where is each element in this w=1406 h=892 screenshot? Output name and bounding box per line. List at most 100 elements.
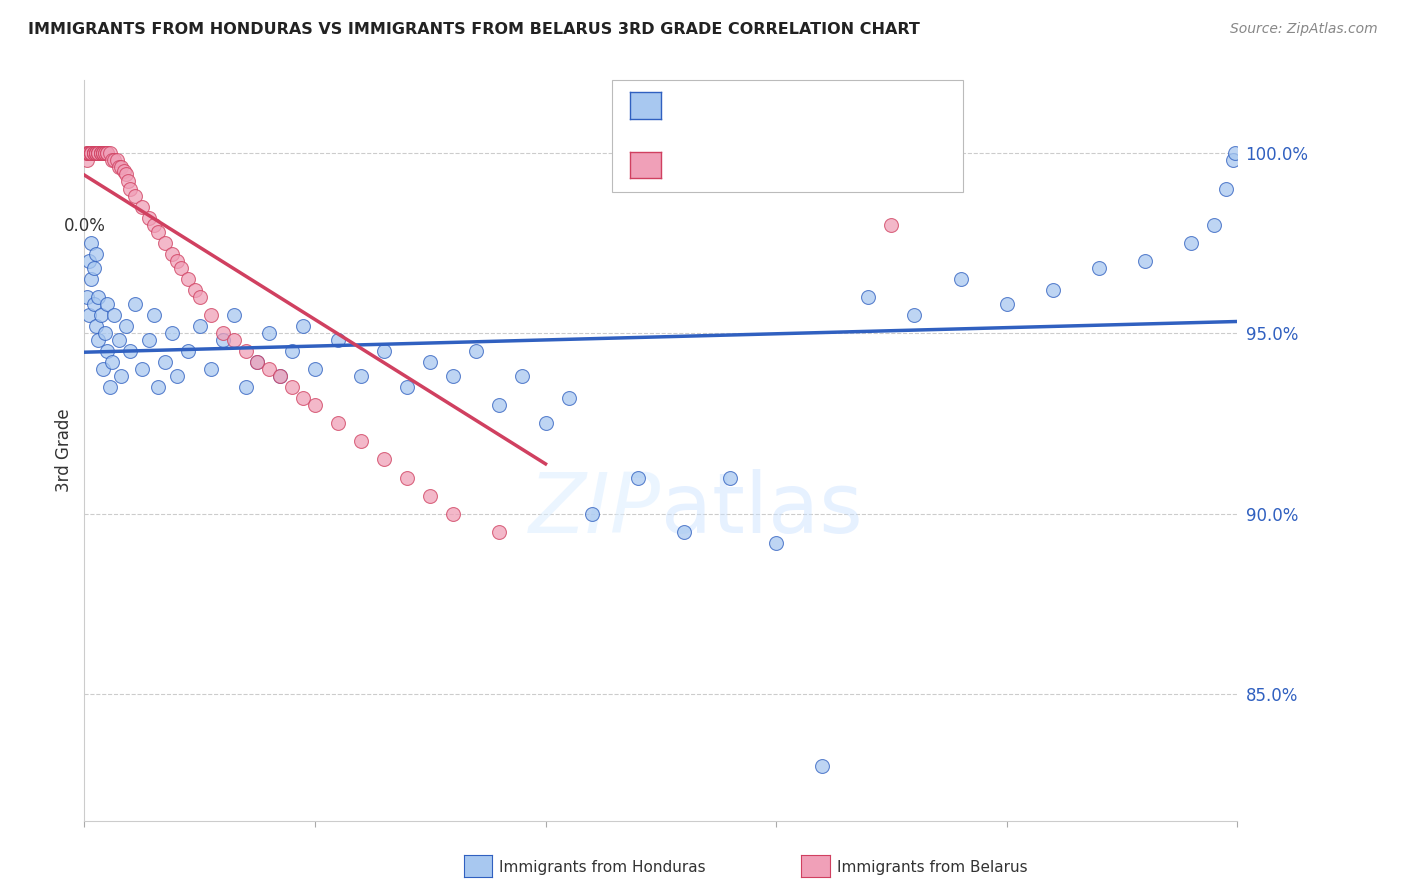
- Point: [80, 145, 103, 160]
- Point: [200, 362, 222, 376]
- Point: [108, 334, 131, 348]
- Point: [98, 380, 121, 394]
- Point: [131, 362, 153, 376]
- Point: [138, 211, 160, 225]
- Point: [77, 253, 100, 268]
- Point: [146, 380, 169, 394]
- Point: [235, 344, 257, 359]
- Point: [224, 334, 246, 348]
- Point: [76, 145, 98, 160]
- Point: [1222, 153, 1244, 167]
- Point: [142, 218, 165, 232]
- Point: [84, 145, 107, 160]
- Point: [96, 344, 118, 359]
- Point: [1133, 253, 1156, 268]
- Point: [373, 452, 395, 467]
- Point: [87, 290, 110, 304]
- Point: [76, 145, 98, 160]
- Point: [76, 153, 98, 167]
- Point: [188, 318, 211, 333]
- Point: [718, 470, 741, 484]
- Point: [184, 283, 207, 297]
- Text: 72: 72: [859, 113, 884, 131]
- Point: [304, 398, 326, 412]
- Point: [160, 326, 183, 340]
- Point: [903, 308, 925, 322]
- Point: [80, 145, 103, 160]
- Point: [269, 369, 291, 384]
- Point: [94, 145, 117, 160]
- Point: [1180, 235, 1202, 250]
- Point: [441, 507, 464, 521]
- Point: [304, 362, 326, 376]
- Text: 72: 72: [859, 153, 884, 171]
- Point: [246, 355, 269, 369]
- Point: [396, 380, 419, 394]
- Point: [84, 318, 107, 333]
- Point: [1088, 261, 1111, 276]
- Text: atlas: atlas: [661, 469, 862, 550]
- Point: [396, 470, 419, 484]
- Point: [1215, 181, 1237, 195]
- Point: [87, 334, 110, 348]
- Point: [77, 308, 100, 322]
- Point: [83, 145, 105, 160]
- Point: [995, 297, 1018, 311]
- Point: [98, 145, 121, 160]
- Point: [292, 391, 315, 405]
- Text: R =: R =: [672, 153, 711, 171]
- Point: [177, 272, 200, 286]
- Point: [103, 153, 125, 167]
- Point: [257, 326, 280, 340]
- Point: [512, 369, 534, 384]
- Point: [269, 369, 291, 384]
- Point: [166, 369, 188, 384]
- Text: Immigrants from Belarus: Immigrants from Belarus: [837, 860, 1028, 874]
- Point: [87, 145, 110, 160]
- Point: [211, 326, 233, 340]
- Point: [89, 308, 111, 322]
- Point: [83, 145, 105, 160]
- Point: [146, 225, 169, 239]
- Point: [83, 261, 105, 276]
- Point: [87, 145, 110, 160]
- Point: [465, 344, 488, 359]
- Point: [87, 145, 110, 160]
- Point: [858, 290, 880, 304]
- Text: ZIP: ZIP: [529, 469, 661, 550]
- Point: [76, 290, 98, 304]
- Point: [115, 167, 138, 181]
- Point: [1042, 283, 1064, 297]
- Point: [80, 235, 103, 250]
- Text: Source: ZipAtlas.com: Source: ZipAtlas.com: [1230, 22, 1378, 37]
- Text: IMMIGRANTS FROM HONDURAS VS IMMIGRANTS FROM BELARUS 3RD GRADE CORRELATION CHART: IMMIGRANTS FROM HONDURAS VS IMMIGRANTS F…: [28, 22, 920, 37]
- Point: [177, 344, 200, 359]
- Point: [235, 380, 257, 394]
- Point: [89, 145, 111, 160]
- Point: [96, 297, 118, 311]
- Text: N =: N =: [806, 153, 845, 171]
- Point: [224, 308, 246, 322]
- Point: [373, 344, 395, 359]
- Point: [117, 174, 139, 188]
- Point: [84, 246, 107, 260]
- Point: [110, 369, 132, 384]
- Point: [419, 355, 441, 369]
- Point: [1223, 145, 1246, 160]
- Point: [160, 246, 183, 260]
- Point: [153, 235, 176, 250]
- Point: [83, 145, 105, 160]
- Point: [80, 145, 103, 160]
- Point: [83, 145, 105, 160]
- Point: [581, 507, 603, 521]
- Point: [91, 145, 114, 160]
- Point: [80, 145, 103, 160]
- Point: [350, 434, 373, 449]
- Point: [101, 153, 124, 167]
- Point: [124, 297, 146, 311]
- Point: [112, 163, 135, 178]
- Text: Immigrants from Honduras: Immigrants from Honduras: [499, 860, 706, 874]
- Point: [94, 145, 117, 160]
- Point: [1204, 218, 1226, 232]
- Point: [108, 160, 131, 174]
